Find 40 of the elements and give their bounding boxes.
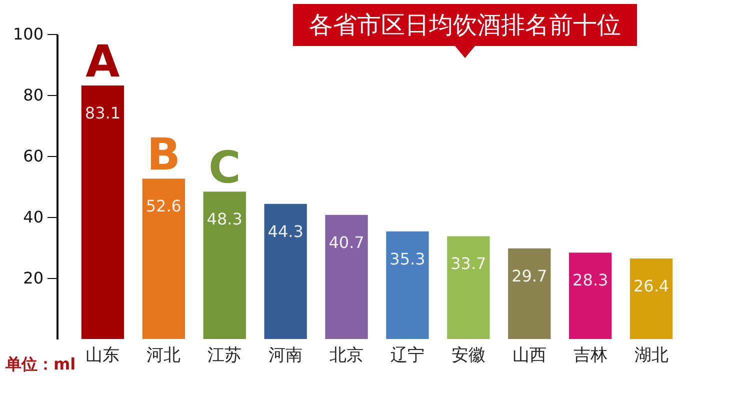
y-tick-label: 20 [23, 268, 44, 288]
data-label: 33.7 [450, 254, 486, 274]
bar [203, 192, 246, 339]
bar [447, 236, 490, 339]
data-label: 29.7 [512, 266, 548, 286]
x-tick-label: 河北 [146, 346, 181, 366]
data-label: 35.3 [390, 249, 426, 268]
annotation: B [146, 130, 180, 181]
data-label: 83.1 [84, 104, 121, 123]
y-tick-label: 40 [23, 208, 44, 226]
annotation: A [86, 36, 120, 88]
data-label: 44.3 [268, 222, 304, 241]
data-label: 28.3 [572, 270, 608, 290]
chart-title: 各省市区日均饮酒排名前十位 [293, 4, 637, 46]
bar [264, 204, 307, 339]
x-tick-label: 湖北 [634, 346, 668, 366]
x-tick-label: 山西 [512, 346, 546, 366]
x-tick-label: 安徽 [451, 346, 486, 366]
x-tick-label: 吉林 [573, 346, 608, 366]
data-label: 40.7 [328, 232, 364, 252]
annotation: C [208, 142, 241, 194]
y-tick-label: 60 [23, 146, 44, 166]
x-tick-label: 北京 [330, 346, 364, 366]
x-tick-label: 辽宁 [390, 346, 424, 366]
data-label: 48.3 [206, 210, 242, 229]
bar [569, 252, 612, 339]
x-tick-label: 河南 [268, 346, 303, 366]
y-tick-label: 80 [23, 86, 44, 104]
y-tick-label: 100 [12, 24, 44, 44]
data-label: 52.6 [146, 196, 182, 216]
bar [325, 214, 368, 339]
bar [508, 248, 551, 339]
y-axis-title: 单位：ml [4, 354, 76, 374]
bar [630, 258, 673, 339]
bar [142, 178, 185, 339]
data-label: 26.4 [633, 276, 670, 296]
x-tick-label: 江苏 [208, 346, 242, 366]
bar [386, 231, 429, 339]
bar [81, 86, 124, 339]
x-tick-label: 山东 [86, 346, 120, 366]
